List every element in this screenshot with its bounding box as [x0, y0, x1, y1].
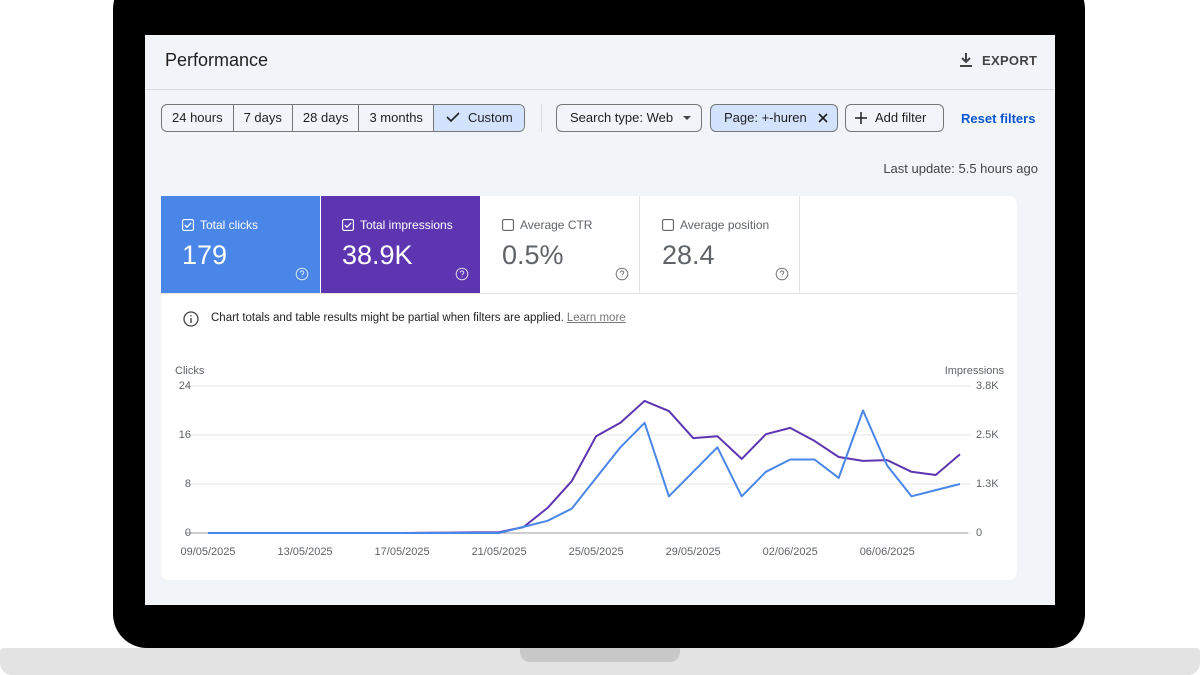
button-label: 7 days: [243, 110, 282, 125]
reset-filters[interactable]: Reset filters: [961, 111, 1036, 126]
x-tick-label: 29/05/2025: [666, 546, 721, 558]
metric-tile[interactable]: Total clicks 179: [161, 196, 320, 293]
notice-text: Chart totals and table results might be …: [211, 312, 564, 324]
help-icon[interactable]: [295, 267, 309, 281]
button-label: 3 months: [369, 110, 423, 125]
x-tick-label: 02/06/2025: [763, 546, 818, 558]
checkbox[interactable]: [502, 219, 514, 231]
button-label: 28 days: [302, 110, 349, 125]
separator: [145, 89, 1055, 90]
y2-tick-label: 1.3K: [976, 478, 999, 490]
metric-value: 0.5%: [502, 240, 564, 270]
separator: [161, 293, 1017, 294]
x-tick-label: 09/05/2025: [180, 546, 235, 558]
metric-tile[interactable]: Average CTR 0.5%: [481, 196, 640, 293]
checkbox[interactable]: [182, 219, 194, 231]
help-icon[interactable]: [455, 267, 469, 281]
date-range-button[interactable]: Custom: [432, 105, 524, 131]
metric-value: 179: [182, 240, 228, 270]
chip-label: Page: +-huren: [724, 110, 807, 125]
date-range-button[interactable]: 3 months: [358, 105, 432, 131]
help-icon[interactable]: [775, 267, 789, 281]
checkbox[interactable]: [342, 219, 354, 231]
page-title: Performance: [165, 50, 269, 70]
x-tick-label: 13/05/2025: [278, 546, 333, 558]
export-button[interactable]: EXPORT: [982, 53, 1038, 68]
x-tick-label: 17/05/2025: [375, 546, 430, 558]
metric-tile[interactable]: Average position 28.4: [641, 196, 800, 293]
button-label: Custom: [467, 110, 513, 125]
separator: [541, 104, 542, 132]
date-range-button[interactable]: 7 days: [232, 105, 292, 131]
metric-label: Total clicks: [200, 218, 259, 232]
metric-label: Total impressions: [360, 218, 453, 232]
y-tick-label: 24: [179, 380, 191, 392]
y2-tick-label: 0: [976, 527, 982, 539]
dropdown-arrow: [683, 116, 691, 120]
y2-tick-label: 2.5K: [976, 429, 999, 441]
y-tick-label: 16: [179, 429, 191, 441]
notice: Chart totals and table results might be …: [211, 312, 626, 324]
button-label: 24 hours: [172, 110, 223, 125]
checkbox[interactable]: [662, 219, 674, 231]
y-tick-label: 0: [185, 527, 191, 539]
plus-icon: [855, 112, 867, 124]
help-icon[interactable]: [615, 267, 629, 281]
metric-value: 38.9K: [342, 240, 413, 270]
laptop-notch: [520, 648, 680, 662]
export-icon: [960, 53, 972, 67]
chip-label: Add filter: [875, 110, 927, 125]
remove-icon[interactable]: [818, 113, 828, 123]
y-axis-title: Clicks: [175, 365, 205, 377]
series-line: [208, 399, 961, 534]
learn-more-link[interactable]: Learn more: [566, 312, 626, 324]
info-icon: [183, 311, 199, 327]
add-filter-button[interactable]: Add filter: [845, 104, 944, 132]
x-tick-label: 25/05/2025: [569, 546, 624, 558]
date-range-button[interactable]: 24 hours: [162, 105, 233, 131]
y2-axis-title: Impressions: [945, 365, 1005, 377]
y-tick-label: 8: [185, 478, 191, 490]
search-type-chip[interactable]: Search type: Web: [556, 104, 702, 132]
date-range-group: 24 hours 7 days 28 days 3 months Custom: [161, 104, 525, 132]
date-range-button[interactable]: 28 days: [291, 105, 359, 131]
last-update: Last update: 5.5 hours ago: [883, 161, 1038, 176]
series-line: [208, 409, 961, 534]
metric-label: Average CTR: [520, 218, 593, 232]
metric-tile[interactable]: Total impressions 38.9K: [321, 196, 480, 293]
metric-label: Average position: [680, 218, 770, 232]
check-icon: [446, 112, 460, 123]
x-tick-label: 21/05/2025: [472, 546, 527, 558]
metric-value: 28.4: [662, 240, 715, 270]
x-tick-label: 06/06/2025: [860, 546, 915, 558]
y2-tick-label: 3.8K: [976, 380, 999, 392]
chip-label: Search type: Web: [570, 110, 674, 125]
page-filter-chip[interactable]: Page: +-huren: [710, 104, 838, 132]
